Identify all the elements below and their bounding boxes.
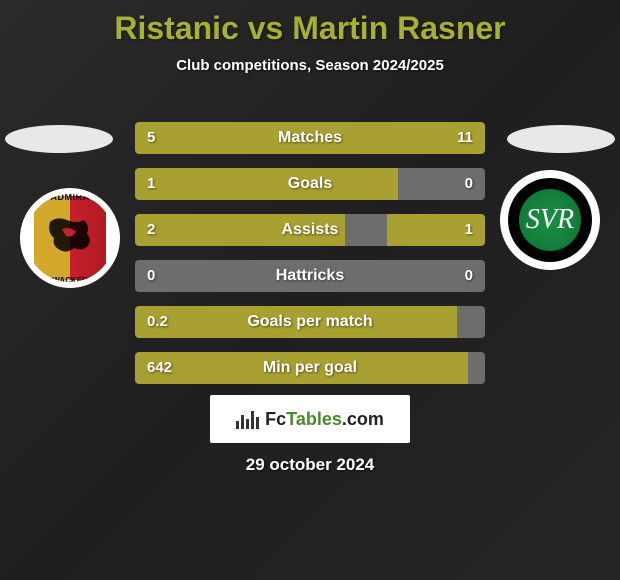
stat-label: Min per goal bbox=[135, 352, 485, 384]
stat-value-right: 11 bbox=[457, 122, 473, 154]
stat-value-right: 1 bbox=[465, 214, 473, 246]
fctables-text: FcTables.com bbox=[265, 409, 384, 430]
club-badge-right: SVR bbox=[500, 170, 600, 270]
player-left-avatar-placeholder bbox=[5, 125, 113, 153]
bar-chart-icon bbox=[236, 409, 259, 429]
stat-value-right: 0 bbox=[465, 168, 473, 200]
svr-outer-ring: SVR bbox=[508, 178, 592, 262]
stats-container: 5Matches111Goals02Assists10Hattricks00.2… bbox=[135, 122, 485, 398]
stat-label: Matches bbox=[135, 122, 485, 154]
dragon-icon bbox=[42, 214, 98, 262]
stat-row: 0.2Goals per match bbox=[135, 306, 485, 338]
svr-green-circle: SVR bbox=[519, 189, 581, 251]
stat-label: Hattricks bbox=[135, 260, 485, 292]
subtitle: Club competitions, Season 2024/2025 bbox=[0, 57, 620, 74]
stat-row: 5Matches11 bbox=[135, 122, 485, 154]
page-title: Ristanic vs Martin Rasner bbox=[0, 0, 620, 47]
admira-text-bottom: WACKER bbox=[52, 276, 88, 285]
stat-label: Assists bbox=[135, 214, 485, 246]
stat-label: Goals bbox=[135, 168, 485, 200]
svr-monogram: SVR bbox=[526, 204, 574, 236]
stat-row: 2Assists1 bbox=[135, 214, 485, 246]
fctables-logo: FcTables.com bbox=[210, 395, 410, 443]
stat-label: Goals per match bbox=[135, 306, 485, 338]
club-badge-left: ADMIRA WACKER bbox=[20, 188, 120, 288]
stat-row: 642Min per goal bbox=[135, 352, 485, 384]
stat-value-right: 0 bbox=[465, 260, 473, 292]
player-right-avatar-placeholder bbox=[507, 125, 615, 153]
admira-shield: ADMIRA WACKER bbox=[34, 196, 106, 280]
stat-row: 0Hattricks0 bbox=[135, 260, 485, 292]
stat-row: 1Goals0 bbox=[135, 168, 485, 200]
admira-text-top: ADMIRA bbox=[51, 192, 90, 202]
date-label: 29 october 2024 bbox=[0, 455, 620, 475]
